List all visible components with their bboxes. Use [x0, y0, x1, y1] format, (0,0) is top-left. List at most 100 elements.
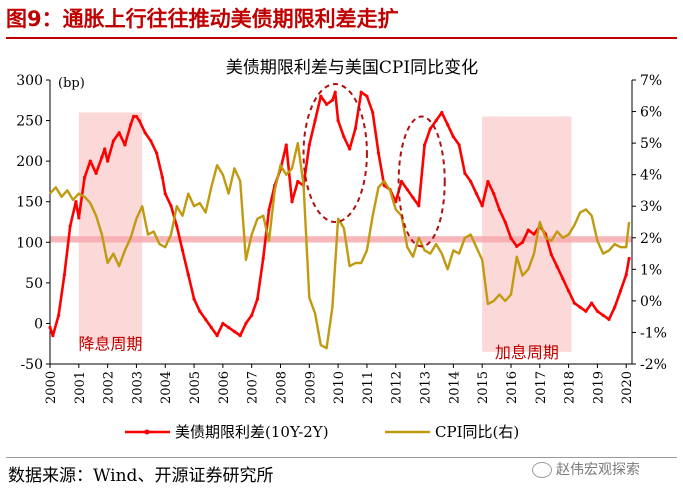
left-tick-label: 50 — [25, 276, 43, 292]
spread-point — [618, 289, 623, 293]
title-divider — [6, 37, 677, 39]
spread-point — [371, 110, 375, 115]
spread-point — [590, 301, 594, 305]
spread-point — [584, 309, 588, 313]
spread-point — [572, 301, 576, 305]
spread-point — [405, 187, 409, 192]
spread-point — [463, 171, 467, 175]
spread-point — [82, 175, 87, 179]
spread-point — [155, 151, 159, 155]
x-tick-label: 2010 — [332, 371, 347, 404]
chart: -50 0 50 100 150 200 250 300 -2% -1% 0% 1% 2% 3% 4% 5%… — [16, 58, 667, 441]
spread-point — [503, 220, 507, 224]
spread-point — [336, 118, 340, 123]
x-tick-label: 2009 — [303, 371, 318, 404]
spread-point — [394, 200, 398, 204]
spread-point — [561, 277, 565, 281]
x-tick-label: 2005 — [188, 371, 203, 404]
spread-point — [106, 159, 110, 163]
spread-point — [319, 94, 323, 98]
spread-point — [163, 192, 167, 196]
spread-point — [601, 313, 605, 317]
spread-point — [434, 118, 438, 123]
spread-point — [198, 309, 202, 313]
chart-title: 美债期限利差与美国CPI同比变化 — [226, 58, 478, 78]
shaded-period-label: 降息周期 — [78, 335, 142, 354]
spread-point — [492, 192, 496, 196]
left-tick-label: -50 — [20, 357, 43, 373]
spread-point — [129, 123, 133, 127]
spread-point — [567, 289, 571, 293]
spread-point — [342, 135, 346, 139]
left-tick-label: 200 — [16, 154, 43, 170]
x-tick-label: 2004 — [159, 371, 174, 404]
reference-band — [50, 236, 632, 243]
spread-point — [399, 179, 404, 184]
left-axis-unit: (bp) — [58, 76, 85, 91]
spread-point — [137, 118, 141, 123]
spread-point — [578, 305, 582, 309]
spread-point — [290, 200, 294, 204]
spread-point — [203, 317, 208, 321]
highlight-ellipse-2 — [397, 115, 446, 248]
spread-point — [296, 179, 300, 184]
spread-point — [100, 155, 104, 159]
spread-point — [595, 309, 600, 313]
spread-point — [134, 114, 139, 119]
spread-point — [555, 265, 559, 269]
spread-point — [267, 208, 271, 212]
watermark: 赵伟宏观探索 — [532, 458, 640, 482]
spread-point — [515, 244, 519, 248]
spread-point — [411, 196, 415, 200]
spread-point — [88, 159, 92, 163]
spread-point — [232, 329, 236, 334]
spread-point — [469, 179, 473, 184]
spread-point — [607, 317, 611, 321]
spread-point — [160, 175, 164, 179]
right-tick-label: -1% — [640, 325, 667, 341]
x-tick-label: 2003 — [130, 371, 145, 404]
x-tick-label: 2007 — [246, 371, 261, 404]
x-tick-label: 2019 — [591, 371, 606, 404]
spread-point — [74, 200, 78, 204]
spread-point — [255, 297, 260, 301]
page-title: 图9：通胀上行往往推动美债期限利差走扩 — [6, 7, 399, 31]
spread-point — [180, 248, 185, 252]
spread-point — [77, 216, 81, 220]
spread-point — [94, 171, 98, 175]
spread-point — [486, 179, 490, 184]
legend-marker — [144, 429, 150, 435]
x-tick-label: 2013 — [419, 371, 434, 404]
spread-point — [131, 114, 136, 119]
spread-point — [103, 147, 107, 151]
spread-point — [520, 240, 525, 244]
x-tick-label: 2014 — [447, 371, 462, 404]
x-tick-label: 2002 — [102, 371, 117, 404]
legend-label: 美债期限利差(10Y-2Y) — [175, 423, 329, 441]
right-tick-label: 5% — [640, 136, 662, 152]
right-tick-label: 0% — [640, 294, 662, 310]
spread-point — [51, 334, 55, 338]
left-tick-label: 150 — [16, 195, 43, 211]
spread-point — [169, 204, 173, 208]
spread-point — [624, 273, 628, 277]
spread-point — [509, 236, 513, 240]
spread-point — [549, 252, 553, 257]
x-tick-label: 2016 — [505, 371, 520, 404]
spread-point — [186, 273, 190, 277]
spread-point — [244, 321, 248, 326]
spread-point — [111, 139, 115, 143]
spread-point — [221, 321, 225, 326]
spread-point — [532, 232, 536, 236]
spread-point — [446, 123, 450, 127]
left-tick-label: 100 — [16, 235, 43, 251]
left-tick-label: 0 — [34, 316, 43, 332]
spread-point — [376, 151, 381, 155]
spread-point — [348, 147, 352, 151]
spread-point — [330, 98, 334, 102]
right-tick-label: 6% — [640, 105, 662, 121]
wechat-icon — [532, 462, 552, 478]
x-tick-label: 2017 — [534, 371, 549, 404]
spread-point — [123, 143, 127, 147]
right-tick-label: -2% — [640, 357, 667, 373]
